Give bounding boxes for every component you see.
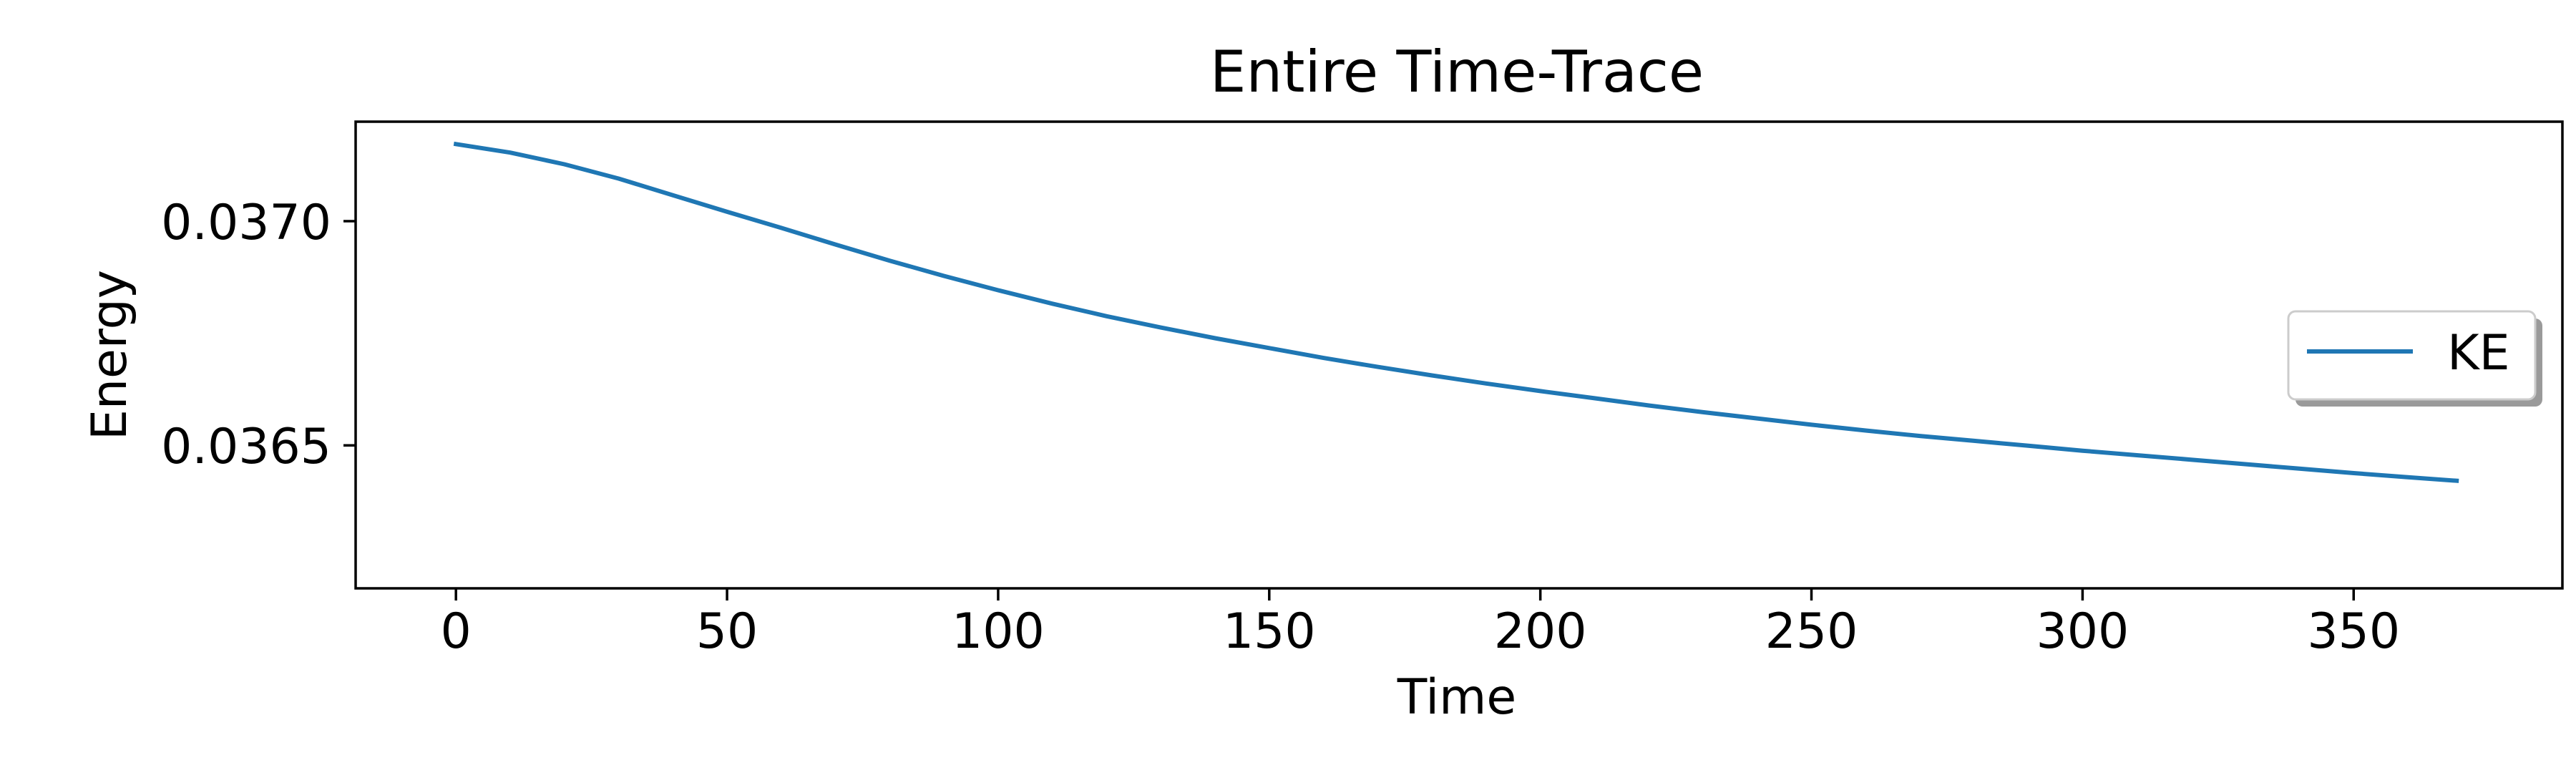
legend: KE: [2287, 310, 2542, 407]
y-axis: 0.0365 0.0370: [161, 195, 356, 475]
x-tick-label: 250: [1765, 603, 1858, 660]
x-tick-label: 0: [441, 603, 472, 660]
series-line-ke: [453, 141, 2459, 483]
x-tick-label: 350: [2307, 603, 2400, 660]
y-tick-label: 0.0370: [161, 195, 331, 251]
y-tick-label: 0.0365: [161, 419, 331, 475]
x-tick-label: 150: [1223, 603, 1316, 660]
x-axis: 0 50 100 150 200 250 300 350: [441, 588, 2400, 660]
x-tick-label: 50: [696, 603, 758, 660]
x-tick-label: 300: [2036, 603, 2129, 660]
chart-title: Entire Time-Trace: [1210, 39, 1704, 105]
legend-label-ke: KE: [2447, 325, 2510, 381]
x-axis-label: Time: [1397, 669, 1516, 726]
y-axis-label: Energy: [82, 270, 138, 440]
series-layer: [453, 141, 2459, 483]
x-tick-label: 100: [952, 603, 1045, 660]
legend-box: [2287, 310, 2537, 401]
x-tick-label: 200: [1494, 603, 1587, 660]
plot-frame: [354, 120, 2564, 590]
